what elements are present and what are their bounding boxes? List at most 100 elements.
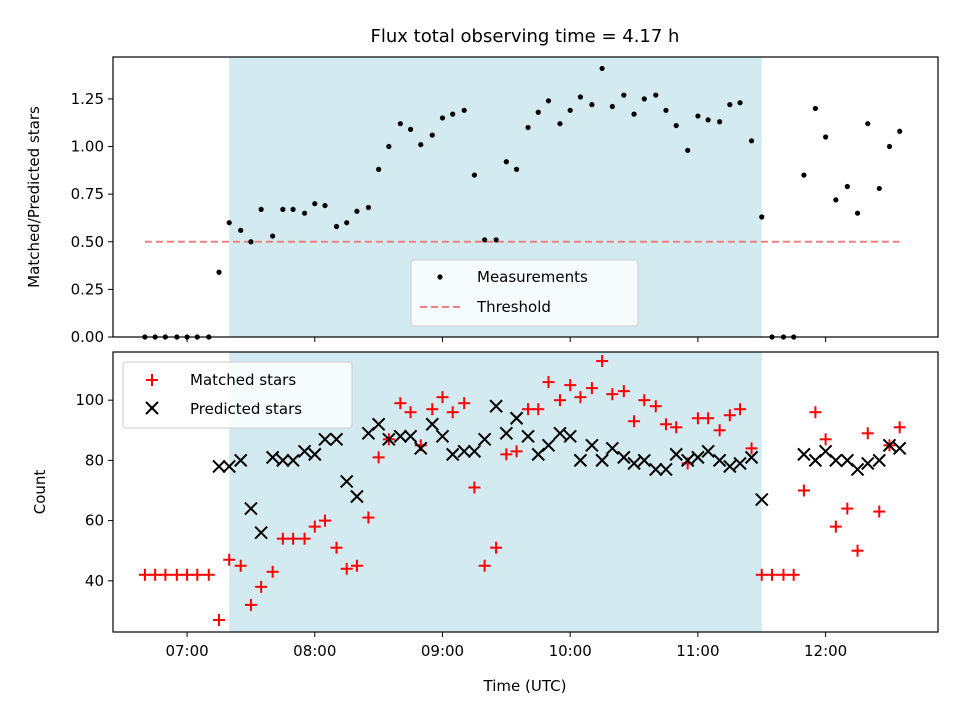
predicted-star-point xyxy=(467,444,482,459)
matched-star-point xyxy=(394,397,407,410)
predicted-star-point xyxy=(425,417,439,431)
matched-star-point xyxy=(234,559,247,572)
matched-star-point xyxy=(777,568,790,581)
matched-star-point xyxy=(308,520,321,533)
ratio-plot-frame xyxy=(112,56,939,338)
predicted-star-point xyxy=(286,453,300,468)
predicted-star-point xyxy=(521,429,535,444)
matched-star-point xyxy=(638,394,651,407)
matched-star-point xyxy=(797,484,810,497)
predicted-star-point xyxy=(489,399,503,413)
ratio-y-axis-label: Matched/Predicted stars xyxy=(25,106,43,288)
matched-star-point xyxy=(244,598,257,611)
matched-star-point xyxy=(372,451,385,464)
measurement-point xyxy=(685,147,691,153)
measurement-point xyxy=(653,92,659,98)
measurement-point xyxy=(717,119,723,125)
legend-matched-marker xyxy=(146,374,158,386)
matched-star-point xyxy=(468,481,481,494)
predicted-star-point xyxy=(627,456,641,471)
matched-star-point xyxy=(585,382,598,395)
matched-star-point xyxy=(212,613,225,626)
count-series-matched-stars xyxy=(138,355,906,626)
measurement-point xyxy=(886,143,893,150)
measurement-point xyxy=(493,237,499,243)
measurement-point xyxy=(450,111,456,117)
matched-star-point xyxy=(713,424,726,437)
predicted-star-point xyxy=(457,444,471,459)
predicted-star-point xyxy=(222,459,236,474)
predicted-star-point xyxy=(680,453,695,468)
predicted-star-point xyxy=(701,444,715,459)
matched-star-point xyxy=(181,568,194,581)
matched-star-point xyxy=(446,406,459,419)
measurement-point xyxy=(631,111,637,117)
matched-star-point xyxy=(436,391,449,404)
matched-star-point xyxy=(861,427,874,440)
predicted-star-point xyxy=(445,447,460,462)
matched-star-point xyxy=(574,391,587,404)
predicted-star-point xyxy=(563,429,577,444)
predicted-star-point xyxy=(382,432,396,447)
count-x-tick-label: 08:00 xyxy=(293,642,336,660)
predicted-star-point xyxy=(308,447,322,462)
predicted-star-point xyxy=(393,429,408,444)
matched-star-point xyxy=(510,445,523,458)
measurement-point xyxy=(801,172,807,178)
measurement-point xyxy=(812,105,818,112)
predicted-star-point xyxy=(659,462,673,477)
predicted-star-point xyxy=(318,432,332,447)
legend-threshold-label: Threshold xyxy=(476,298,551,316)
count-series-predicted-stars xyxy=(212,399,907,540)
predicted-star-point xyxy=(276,453,290,468)
matched-star-point xyxy=(893,421,906,434)
predicted-star-point xyxy=(329,432,344,447)
matched-star-point xyxy=(287,532,300,545)
predicted-star-point xyxy=(605,441,620,456)
measurement-point xyxy=(876,185,882,192)
predicted-star-point xyxy=(244,501,258,516)
count-y-tick-label: 60 xyxy=(85,512,104,530)
predicted-star-point xyxy=(371,417,386,431)
matched-star-point xyxy=(500,448,513,461)
ratio-y-tick-label: 0.00 xyxy=(71,328,104,346)
ratio-y-tick-label: 0.75 xyxy=(71,185,104,203)
measurement-point xyxy=(557,121,563,127)
measurement-point xyxy=(865,121,871,127)
matched-star-point xyxy=(819,433,832,446)
measurement-point xyxy=(248,239,254,245)
matched-star-point xyxy=(553,394,566,407)
measurement-point xyxy=(641,96,647,102)
matched-star-point xyxy=(649,400,662,413)
predicted-star-point xyxy=(723,459,737,474)
predicted-star-point xyxy=(595,453,609,468)
measurement-point xyxy=(270,233,276,239)
predicted-star-point xyxy=(797,447,811,462)
count-x-tick-label: 07:00 xyxy=(165,642,208,660)
measurement-point xyxy=(238,227,244,233)
legend-measurements-label: Measurements xyxy=(477,268,588,286)
measurement-point xyxy=(312,201,318,207)
matched-star-point xyxy=(841,502,854,515)
count-y-tick-label: 80 xyxy=(85,451,104,469)
count-panel: Count Time (UTC) 40 60 80 100 07:00 08:00 09:0… xyxy=(31,351,939,695)
predicted-star-point xyxy=(553,426,567,440)
predicted-star-point xyxy=(509,411,524,425)
measurement-point xyxy=(418,142,424,148)
predicted-star-point xyxy=(872,453,886,468)
ratio-y-tick-label: 0.50 xyxy=(71,233,104,251)
measurement-point xyxy=(407,126,414,132)
predicted-star-point xyxy=(350,489,364,504)
measurement-point xyxy=(397,121,403,127)
matched-star-point xyxy=(670,421,683,434)
matched-star-point xyxy=(617,385,630,398)
measurement-point xyxy=(280,206,286,212)
measurement-point xyxy=(471,172,478,178)
count-legend: Matched stars Predicted stars xyxy=(122,361,353,429)
count-x-tick-label: 09:00 xyxy=(421,642,464,660)
legend-predicted-label: Predicted stars xyxy=(190,400,302,418)
measurement-point xyxy=(344,220,350,226)
measurement-point xyxy=(577,94,584,100)
measurement-point xyxy=(589,102,595,108)
